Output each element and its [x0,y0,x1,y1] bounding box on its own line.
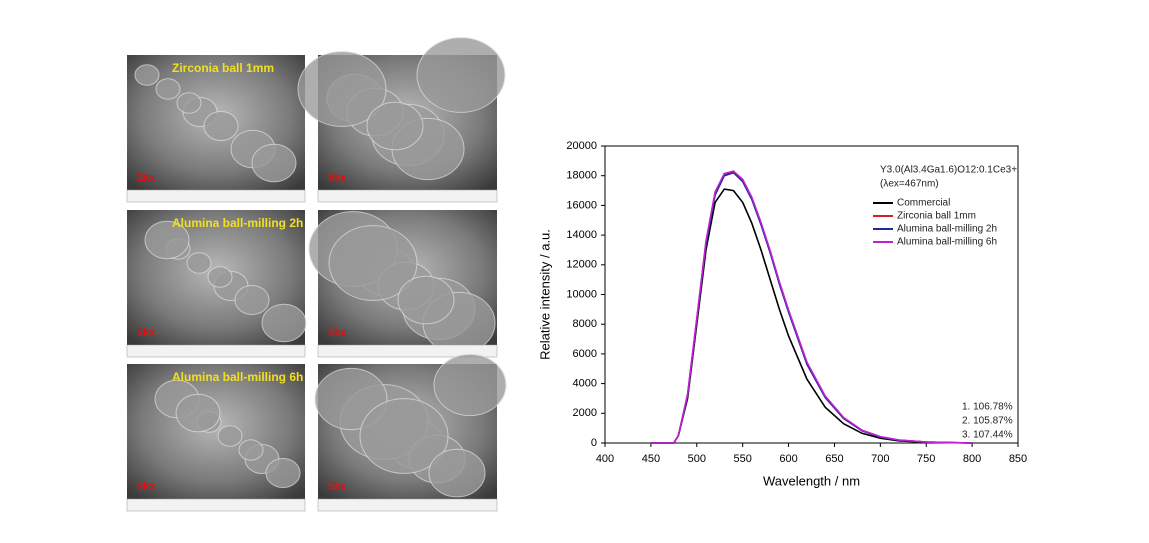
sem-particle [238,439,264,461]
sem-particle [207,266,233,288]
sem-particle [186,252,212,274]
sem-particle [261,303,307,343]
y-tick-label: 18000 [566,170,597,182]
sem-particle [397,275,455,325]
x-tick-label: 700 [871,453,889,465]
y-tick-label: 14000 [566,229,597,241]
legend-label: Alumina ball-milling 6h [897,237,997,248]
x-tick-label: 500 [688,453,706,465]
legend-label: Alumina ball-milling 2h [897,224,997,235]
x-tick-label: 400 [596,453,614,465]
panel-caption: Zirconia ball 1mm [172,61,274,75]
sem-particle [328,225,418,301]
sem-particle [217,425,243,447]
panel-caption: Alumina ball-milling 2h [172,216,303,230]
sem-info-bar [317,344,498,358]
y-axis-title: Relative intensity / a.u. [537,229,552,360]
sem-particle [433,353,507,417]
sem-particle [297,51,387,127]
sem-info-bar [126,189,306,203]
x-tick-label: 600 [779,453,797,465]
y-tick-label: 6000 [573,348,597,360]
sem-particle [265,458,301,488]
x-tick-label: 650 [825,453,843,465]
magnification: 5kx [328,172,347,184]
annotation: 1. 106.78% [962,402,1013,413]
y-tick-label: 0 [591,437,597,449]
x-tick-label: 450 [642,453,660,465]
sem-particle [134,64,160,86]
y-tick-label: 16000 [566,199,597,211]
y-tick-label: 8000 [573,318,597,330]
sem-info-bar [126,498,306,512]
plot-frame [604,145,1019,444]
panel-caption: Alumina ball-milling 6h [172,370,303,384]
sem-info-bar [317,498,498,512]
sem-particle [175,393,221,433]
legend-label: Zirconia ball 1mm [897,211,976,222]
magnification: 2kx [137,172,156,184]
y-tick-label: 20000 [566,140,597,152]
sem-particle [359,398,449,474]
legend-label: Commercial [897,198,950,209]
annotation: 3. 107.44% [962,430,1013,441]
magnification: 5kx [328,327,347,339]
sem-particle [176,92,202,114]
y-tick-label: 10000 [566,288,597,300]
x-tick-label: 750 [917,453,935,465]
sem-particle [366,101,424,151]
magnification: 2kx [137,327,156,339]
y-tick-label: 2000 [573,407,597,419]
sem-info-bar [126,344,306,358]
x-tick-label: 850 [1009,453,1027,465]
y-tick-label: 12000 [566,259,597,271]
sem-info-bar [317,189,498,203]
sem-particle [203,111,239,141]
x-tick-label: 550 [733,453,751,465]
series-line [650,170,973,444]
sem-particle [428,448,486,498]
annotation: Y3.0(Al3.4Ga1.6)O12:0.1Ce3+ [880,165,1017,176]
annotation: 2. 105.87% [962,416,1013,427]
y-tick-label: 4000 [573,378,597,390]
annotation: (λex=467nm) [880,179,939,190]
x-axis-title: Wavelength / nm [763,473,860,488]
magnification: 5kx [328,481,347,493]
magnification: 2kx [137,481,156,493]
sem-particle [234,285,270,315]
sem-particle [416,37,506,113]
sem-particle [155,78,181,100]
sem-particle [144,220,190,260]
x-tick-label: 800 [963,453,981,465]
sem-particle [251,143,297,183]
